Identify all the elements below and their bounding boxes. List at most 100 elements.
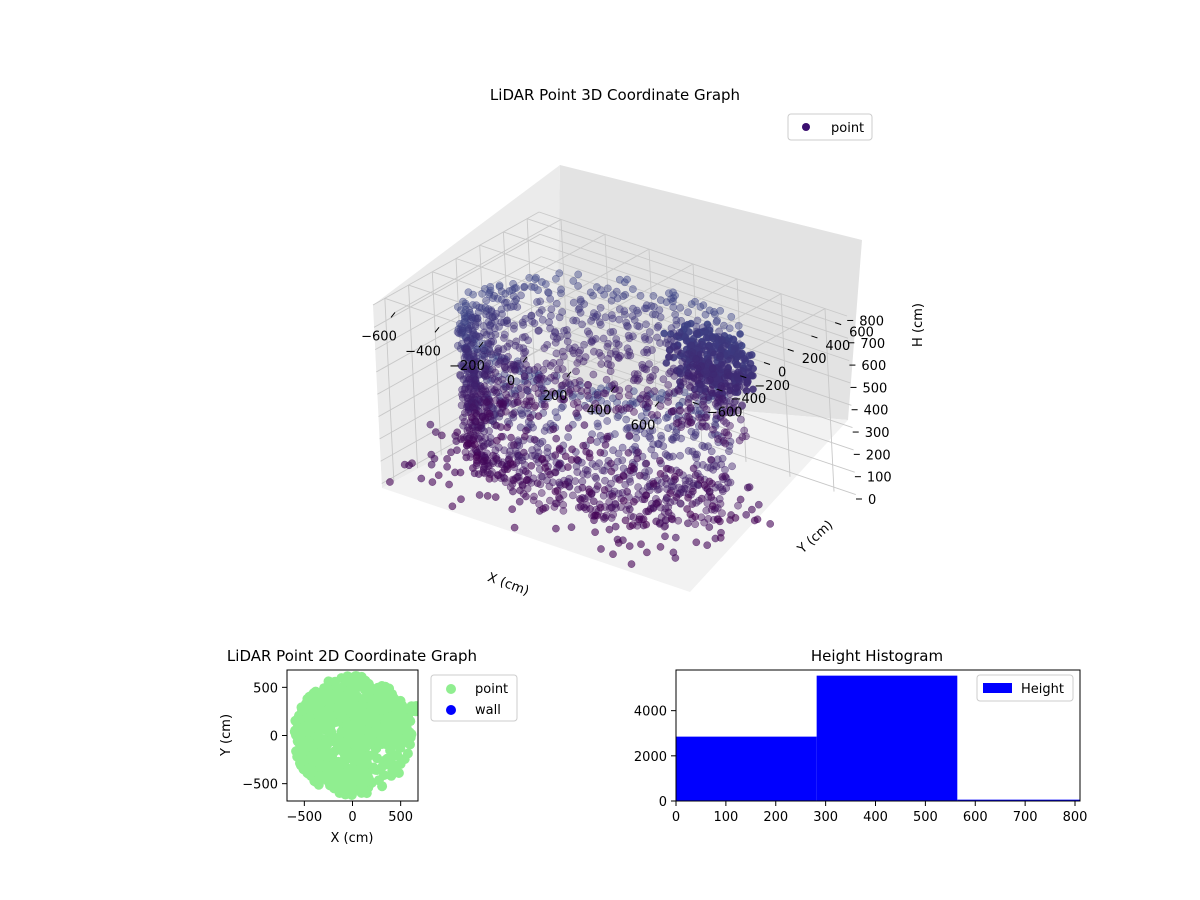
point-3d	[625, 505, 634, 513]
point-3d	[536, 375, 545, 383]
point-3d	[618, 443, 627, 452]
point-3d	[624, 331, 633, 340]
point-3d	[710, 350, 718, 359]
point-3d	[584, 381, 592, 389]
x-tick-label-2d: −500	[286, 810, 322, 825]
point-3d	[617, 503, 625, 511]
point-3d	[453, 328, 462, 336]
point-2d	[312, 731, 323, 742]
point-3d	[641, 491, 650, 500]
point-3d	[426, 420, 435, 429]
point-3d	[710, 308, 718, 316]
point-3d	[603, 432, 612, 441]
point-3d	[688, 487, 697, 496]
point-2d	[373, 691, 383, 702]
x-tick-label-3d: −200	[449, 359, 485, 374]
z-tick-label-3d: 0	[868, 493, 876, 508]
point-3d	[518, 333, 527, 342]
point-3d	[697, 494, 706, 503]
point-3d	[699, 397, 708, 405]
point-3d	[540, 389, 549, 398]
point-3d	[657, 431, 665, 440]
point-3d	[534, 412, 543, 420]
point-3d	[534, 286, 542, 295]
y-axis-label-2d: Y (cm)	[219, 714, 234, 757]
point-3d	[577, 496, 585, 504]
point-3d	[669, 433, 678, 442]
point-3d	[629, 304, 637, 313]
point-3d	[655, 485, 663, 493]
point-3d	[600, 515, 608, 523]
point-3d	[470, 358, 478, 366]
point-3d	[601, 513, 610, 522]
point-3d	[702, 422, 711, 431]
point-3d	[667, 514, 676, 523]
point-3d	[461, 299, 470, 308]
point-3d	[678, 358, 687, 366]
point-3d	[448, 502, 457, 511]
point-3d	[607, 459, 615, 468]
point-3d	[555, 269, 564, 278]
point-3d	[490, 291, 499, 300]
point-3d	[722, 408, 731, 417]
point-3d	[554, 365, 562, 374]
point-3d	[736, 330, 744, 338]
point-2d	[372, 701, 383, 712]
point-3d	[640, 364, 649, 373]
point-3d	[731, 342, 739, 351]
point-3d	[709, 425, 717, 434]
x-tick-label-hist: 800	[1063, 810, 1088, 825]
point-3d	[501, 289, 510, 298]
point-3d	[517, 406, 525, 414]
point-3d	[702, 346, 710, 355]
point-3d	[607, 361, 615, 370]
point-3d	[704, 515, 713, 523]
point-3d	[577, 502, 585, 511]
point-3d	[642, 320, 650, 329]
point-3d	[666, 367, 675, 376]
point-3d	[699, 461, 707, 469]
point-3d	[606, 349, 615, 358]
point-3d	[525, 273, 534, 282]
point-3d	[614, 449, 623, 458]
point-3d	[518, 411, 527, 419]
point-3d	[696, 380, 704, 389]
point-3d	[585, 453, 594, 462]
point-3d	[720, 373, 729, 382]
z-tick-label-3d: 300	[865, 426, 890, 441]
point-3d	[474, 426, 482, 435]
point-3d	[593, 311, 602, 319]
point-3d	[562, 372, 570, 381]
point-3d	[609, 394, 617, 403]
point-3d	[512, 337, 521, 346]
point-3d	[684, 493, 692, 502]
point-3d	[742, 510, 751, 519]
point-3d	[622, 415, 631, 424]
point-3d	[555, 389, 564, 398]
point-2d	[347, 704, 358, 715]
point-3d	[527, 282, 536, 291]
point-3d	[545, 482, 554, 491]
point-3d	[500, 334, 508, 342]
point-3d	[729, 335, 738, 344]
point-3d	[645, 432, 654, 441]
point-3d	[661, 522, 670, 530]
point-3d	[601, 441, 610, 449]
point-3d	[569, 400, 578, 408]
point-3d	[559, 501, 568, 509]
point-3d	[622, 318, 631, 327]
point-3d	[613, 398, 622, 407]
point-3d	[717, 335, 726, 344]
point-3d	[685, 477, 694, 486]
y-tick-label-hist: 0	[659, 795, 667, 810]
point-3d	[702, 334, 711, 342]
point-3d	[713, 515, 722, 523]
point-3d	[544, 289, 553, 297]
point-3d	[585, 394, 593, 403]
point-3d	[509, 360, 518, 369]
point-3d	[612, 287, 621, 296]
point-3d	[728, 462, 736, 471]
point-3d	[601, 476, 609, 485]
point-3d	[521, 467, 530, 476]
